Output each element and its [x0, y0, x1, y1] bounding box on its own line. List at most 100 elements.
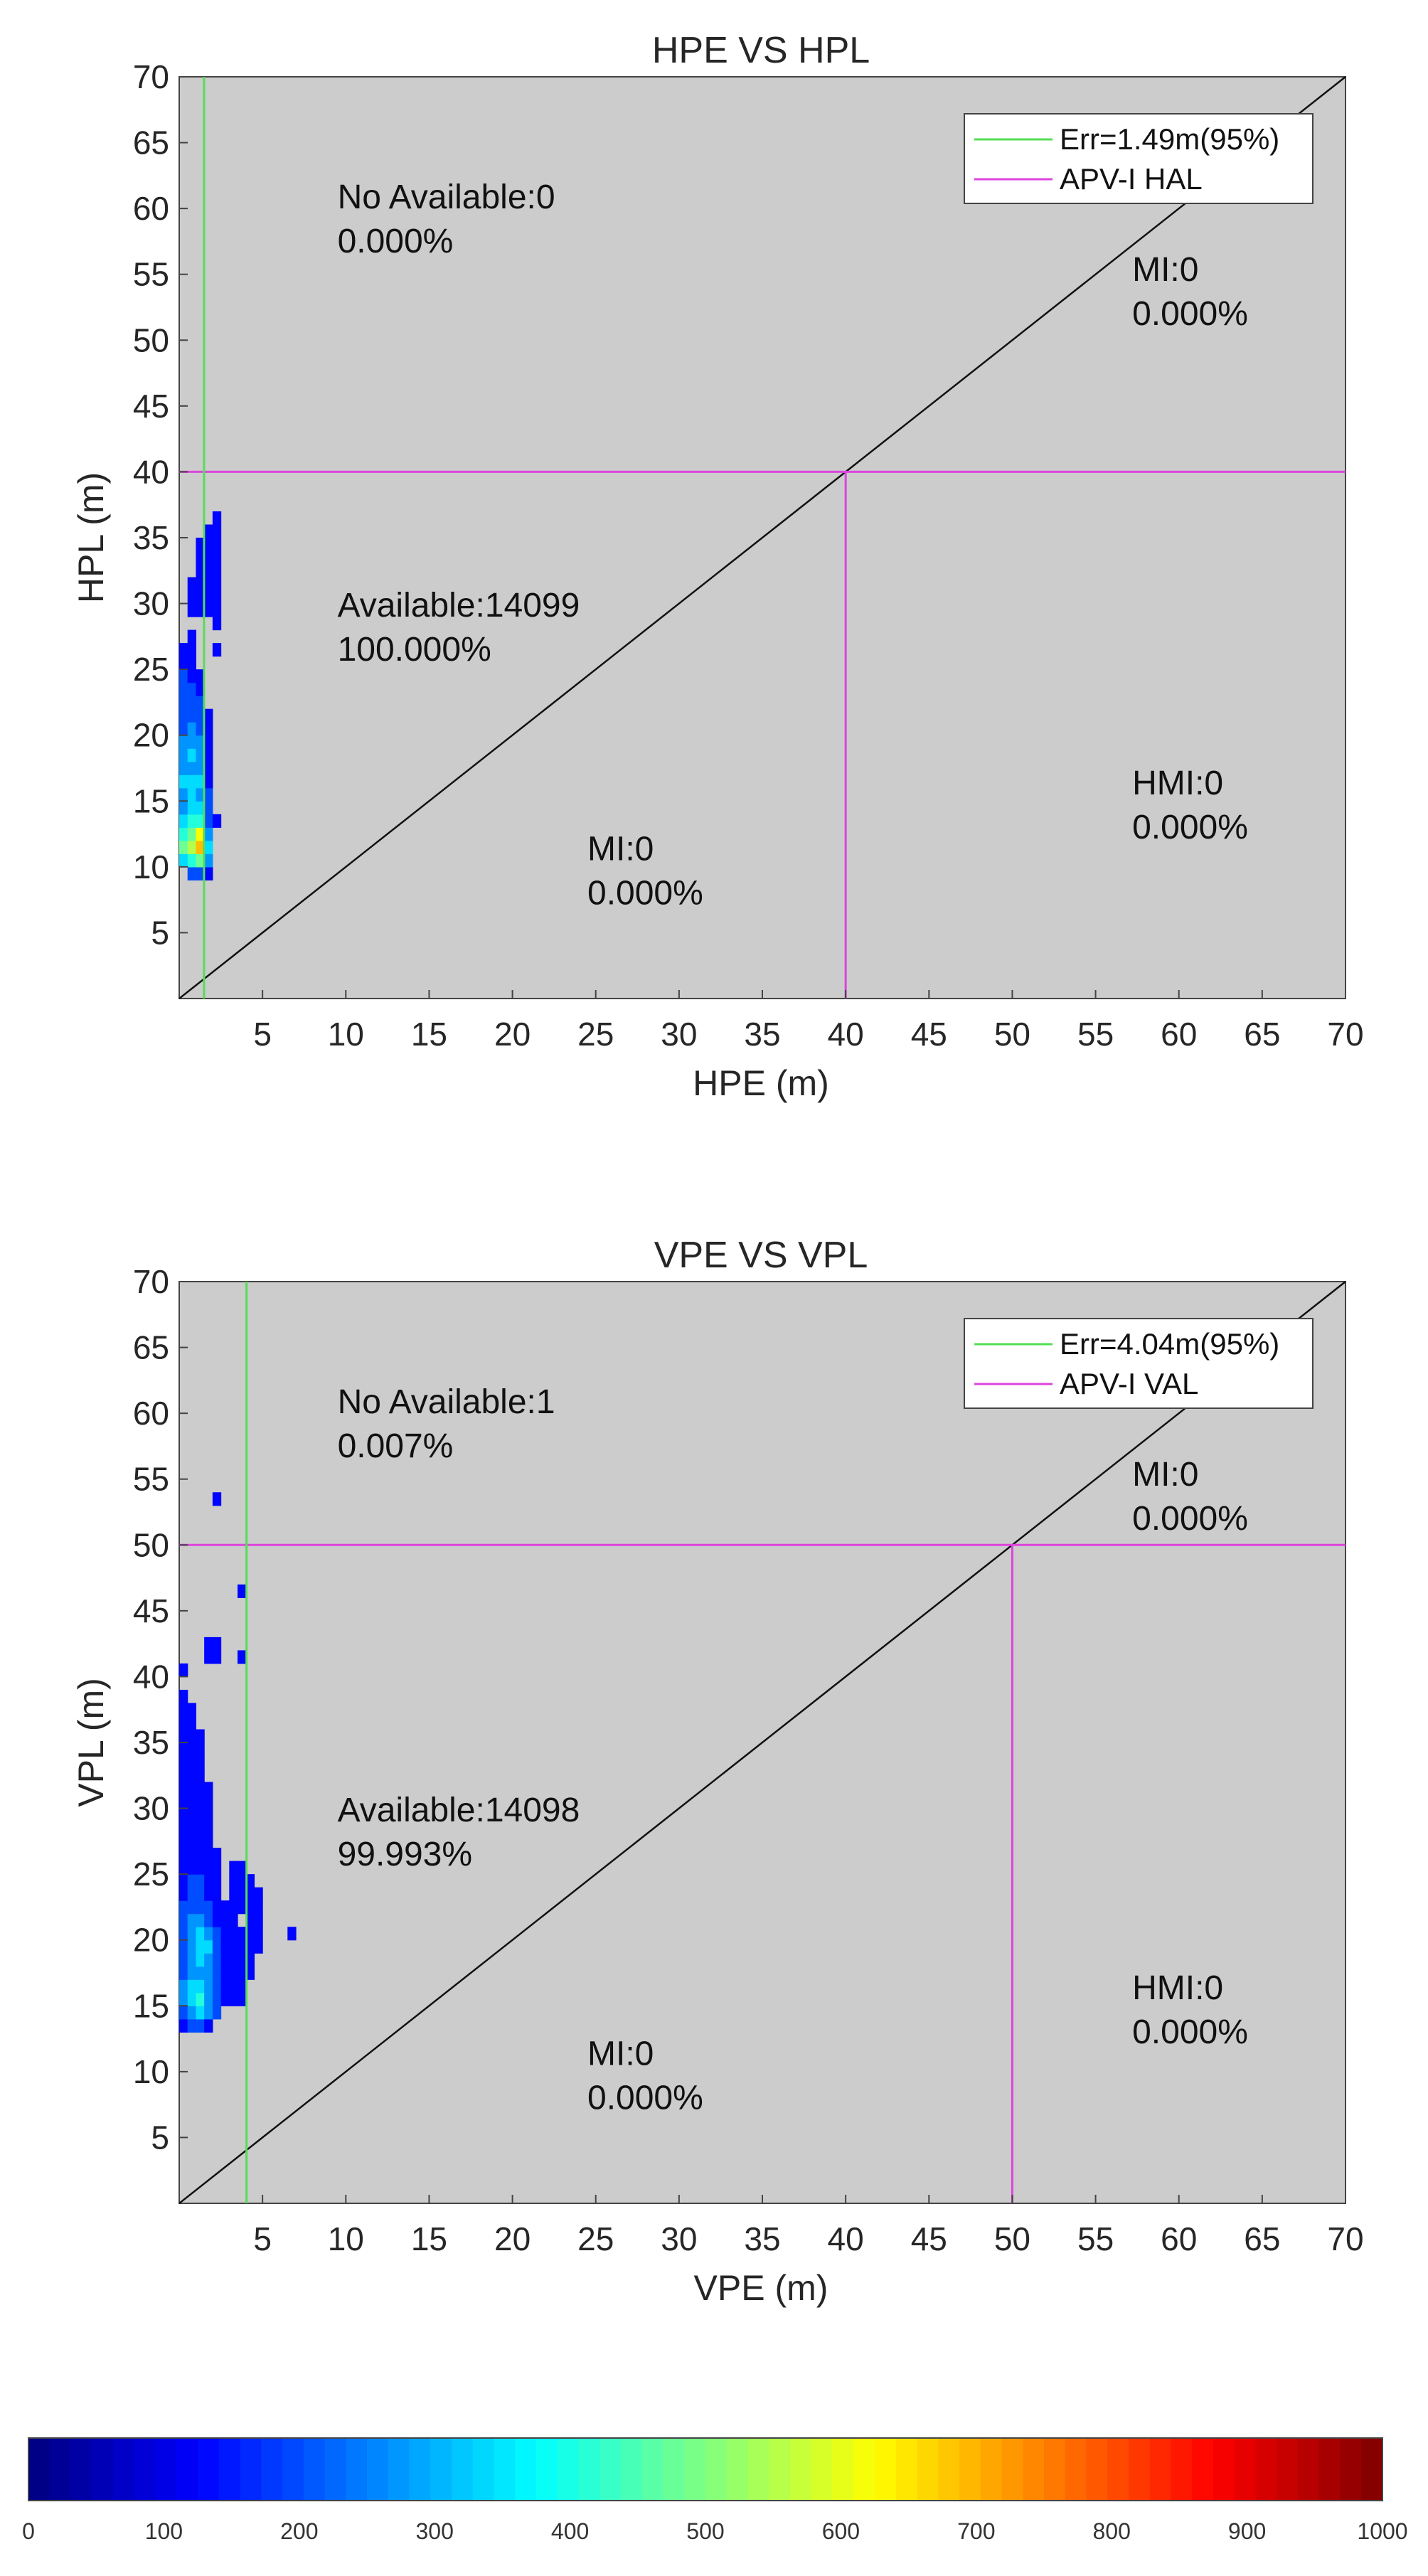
colorbar-frame	[28, 2437, 1383, 2501]
colorbar-segment	[811, 2438, 833, 2501]
density-cell	[204, 722, 213, 736]
density-cell	[179, 1927, 188, 1941]
colorbar-segment	[409, 2438, 432, 2501]
density-cells	[179, 511, 222, 880]
x-tick-label: 25	[577, 1016, 614, 1053]
colorbar-segment	[536, 2438, 558, 2501]
y-tick-label: 40	[133, 1658, 169, 1695]
y-tick-label: 50	[133, 321, 169, 358]
density-cell	[179, 1979, 188, 1994]
x-tick-label: 65	[1244, 2220, 1280, 2257]
y-tick-label: 25	[133, 651, 169, 688]
y-axis-label: VPL (m)	[71, 1678, 111, 1807]
density-cell	[187, 1703, 197, 1717]
density-cell	[196, 787, 205, 802]
region-hmi: HMI:0 0.000%	[1132, 765, 1248, 846]
density-cell	[204, 1650, 213, 1664]
colorbar-segment	[1340, 2438, 1363, 2501]
x-tick-label: 65	[1244, 1016, 1280, 1053]
colorbar-segment	[1086, 2438, 1109, 2501]
density-cell	[238, 1939, 247, 1954]
diagonal-line	[178, 76, 1346, 999]
legend-box	[964, 113, 1314, 204]
colorbar: 0 100 200 300 400 500 600 700 800 900 1000	[22, 2437, 1408, 2544]
density-cell	[212, 617, 222, 631]
x-tick-label: 50	[994, 2220, 1030, 2257]
density-cell	[179, 1861, 188, 1875]
region-line1: No Available:1	[338, 1383, 555, 1421]
density-cell	[196, 1742, 205, 1757]
x-axis-label: HPE (m)	[693, 1063, 829, 1103]
density-cell	[196, 550, 205, 565]
y-tick-label: 10	[133, 2053, 169, 2090]
density-cell	[212, 511, 222, 526]
density-cell	[187, 722, 197, 736]
density-cell	[196, 696, 205, 710]
y-tick-label: 30	[133, 1790, 169, 1827]
density-cell	[179, 696, 188, 710]
density-cell	[196, 1966, 205, 1980]
density-cell	[187, 1729, 197, 1743]
density-cell	[196, 1874, 205, 1888]
region-line2: 99.993%	[338, 1836, 472, 1873]
colorbar-segment	[1361, 2438, 1383, 2501]
density-cell	[204, 1636, 213, 1651]
colorbar-segment	[853, 2438, 875, 2501]
y-tick-label: 10	[133, 848, 169, 885]
x-tick-label: 20	[494, 2220, 531, 2257]
density-cell	[187, 1913, 197, 1927]
density-cell	[196, 735, 205, 749]
colorbar-segment	[218, 2438, 241, 2501]
density-cell	[245, 1953, 255, 1967]
y-tick-label: 60	[133, 190, 169, 227]
y-tick-label: 5	[151, 2119, 169, 2156]
density-cell	[187, 1966, 197, 1980]
density-cell	[187, 682, 197, 696]
y-tick-label: 20	[133, 717, 169, 754]
y-tick-label: 20	[133, 1922, 169, 1959]
density-cell	[254, 1927, 263, 1941]
density-cell	[187, 708, 197, 723]
density-cell	[204, 1848, 213, 1862]
density-cell	[204, 708, 213, 723]
density-cell	[204, 1913, 213, 1927]
density-cell	[187, 801, 197, 815]
y-tick-label: 30	[133, 585, 169, 622]
density-cell	[196, 590, 205, 605]
y-tick-label: 35	[133, 1724, 169, 1761]
colorbar-segment	[769, 2438, 791, 2501]
density-cell	[179, 1782, 188, 1796]
region-line1: No Available:0	[338, 179, 555, 216]
legend-err-label: Err=1.49m(95%)	[1060, 122, 1279, 156]
density-cell	[204, 1834, 213, 1848]
colorbar-segment	[641, 2438, 664, 2501]
density-cell	[196, 1913, 205, 1927]
plot-title: HPE VS HPL	[652, 30, 870, 71]
density-cell	[212, 1887, 222, 1901]
density-cell	[204, 735, 213, 749]
density-cell	[229, 1887, 238, 1901]
density-cell	[204, 1808, 213, 1822]
y-tick-label: 60	[133, 1395, 169, 1432]
density-cell	[229, 1992, 238, 2006]
colorbar-segment	[1065, 2438, 1087, 2501]
x-tick-label: 70	[1327, 1016, 1363, 1053]
y-tick-label: 45	[133, 388, 169, 425]
colorbar-segment	[663, 2438, 686, 2501]
colorbar-segment	[726, 2438, 749, 2501]
density-cell	[187, 669, 197, 683]
region-line1: HMI:0	[1132, 765, 1223, 802]
y-tick-label: 70	[133, 1263, 169, 1300]
density-cell	[212, 1848, 222, 1862]
colorbar-tick-label: 400	[551, 2518, 589, 2544]
region-available: Available:14099 100.000%	[338, 587, 590, 669]
density-cell	[179, 1795, 188, 1809]
density-cell	[196, 1808, 205, 1822]
density-cell	[238, 1953, 247, 1967]
density-cell	[212, 2006, 222, 2020]
region-annotations: No Available:0 0.000% Available:14099 10…	[338, 179, 1248, 912]
x-tick-label: 55	[1077, 2220, 1114, 2257]
x-tick-label: 45	[911, 1016, 947, 1053]
density-cell	[187, 1939, 197, 1954]
density-cell	[179, 1887, 188, 1901]
